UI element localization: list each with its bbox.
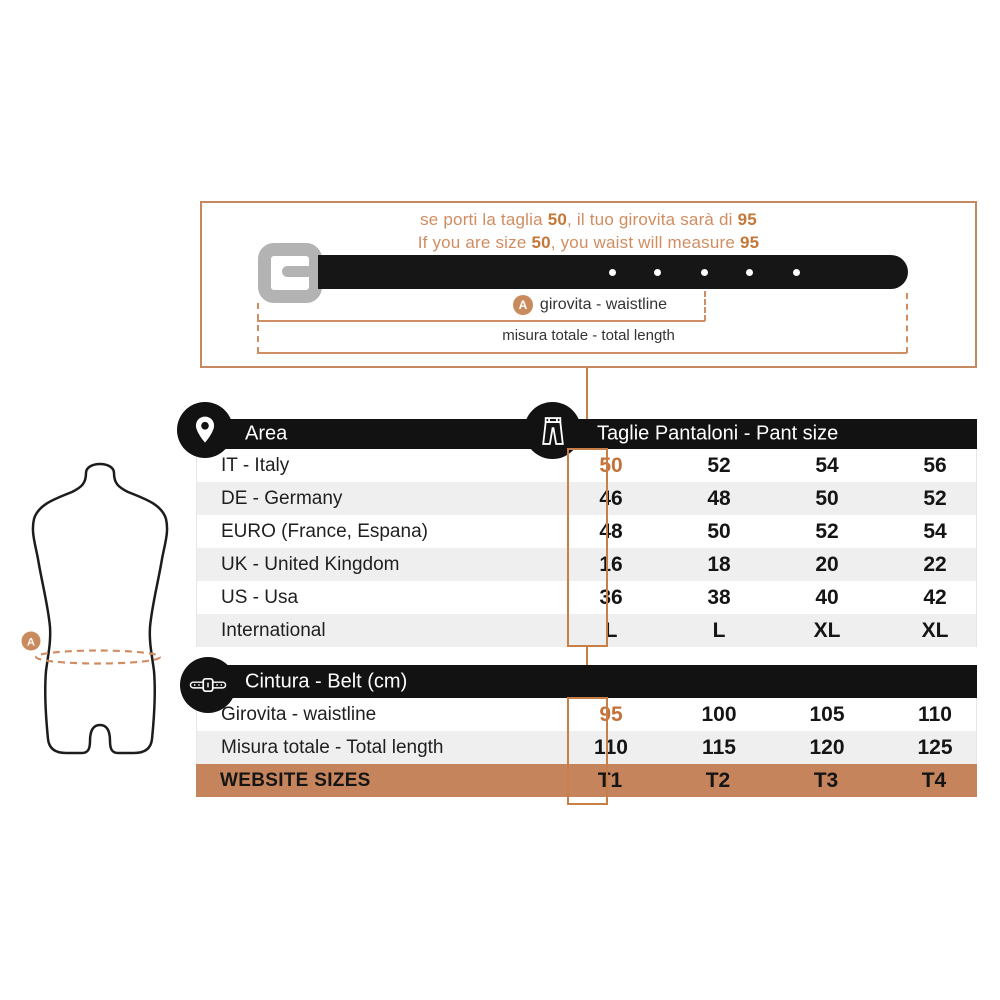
location-pin-icon (177, 402, 233, 458)
belt-hole (609, 269, 616, 276)
measure-dash-right (906, 293, 908, 353)
size-hint-english: If you are size 50, you waist will measu… (417, 233, 760, 252)
measure-dash-left (257, 303, 259, 353)
belt-header-label: Cintura - Belt (cm) (245, 670, 408, 692)
website-sizes-row: WEBSITE SIZES T1 T2 T3 T4 (196, 764, 977, 797)
pant-size-table-header: Area Taglie Pantaloni - Pant size (196, 419, 977, 449)
table-row: Misura totale - Total length 110 115 120… (196, 731, 977, 764)
area-header-label: Area (245, 422, 288, 445)
table-row: UK - United Kingdom 16 18 20 22 (196, 548, 977, 581)
measure-dash-waist (704, 291, 706, 321)
mannequin-illustration: A (21, 462, 169, 755)
belt-size-table: Girovita - waistline 95 100 105 110 Misu… (196, 698, 977, 797)
waistline-measure-line (257, 320, 705, 322)
pant-size-header-label: Taglie Pantaloni - Pant size (597, 422, 839, 445)
connector-line-top (586, 368, 588, 449)
waistline-label: A girovita - waistline (490, 295, 690, 315)
belt-hole (701, 269, 708, 276)
total-length-measure-line (257, 352, 907, 354)
svg-text:A: A (27, 637, 35, 649)
belt-icon (180, 657, 236, 713)
pant-size-table: IT - Italy 50 52 54 56 DE - Germany 46 4… (196, 449, 977, 647)
belt-prong-illustration (282, 266, 324, 277)
size-hint-italian: se porti la taglia 50, il tuo girovita s… (420, 210, 757, 229)
belt-hole (654, 269, 661, 276)
table-row: IT - Italy 50 52 54 56 (196, 449, 977, 482)
table-row: US - Usa 36 38 40 42 (196, 581, 977, 614)
table-row: DE - Germany 46 48 50 52 (196, 482, 977, 515)
torso-outline (31, 462, 169, 755)
a-badge (21, 631, 41, 651)
belt-hole (793, 269, 800, 276)
belt-hole (746, 269, 753, 276)
total-length-label: misura totale - total length (502, 327, 675, 344)
table-row: International L L XL XL (196, 614, 977, 647)
waistline-dashed-ellipse (34, 649, 162, 665)
table-row: Girovita - waistline 95 100 105 110 (196, 698, 977, 731)
belt-table-header: Cintura - Belt (cm) (196, 665, 977, 698)
belt-measure-diagram: se porti la taglia 50, il tuo girovita s… (200, 201, 977, 368)
table-row: EURO (France, Espana) 48 50 52 54 (196, 515, 977, 548)
highlighted-belt-column (567, 697, 608, 805)
highlighted-size-column (567, 448, 608, 647)
a-badge: A (512, 295, 533, 315)
